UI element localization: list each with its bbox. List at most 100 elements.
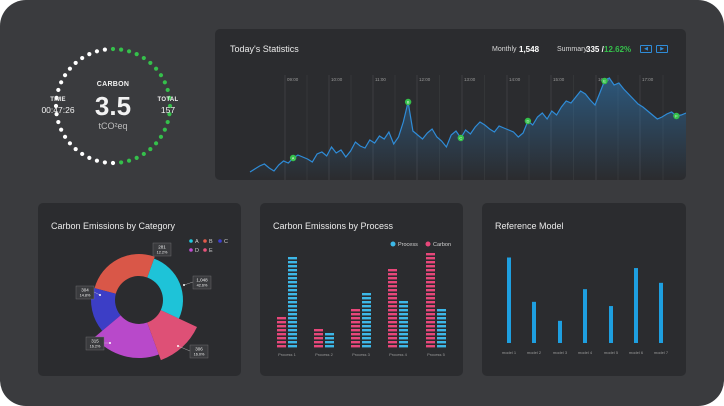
callout-dot: [177, 345, 179, 347]
gauge-dot: [54, 112, 59, 117]
line-marker: [673, 112, 680, 120]
total-value: 157: [160, 105, 176, 115]
legend-dot: [218, 239, 222, 243]
gauge-dot: [56, 119, 61, 125]
process-bar-stripe: [437, 317, 446, 320]
gauge-dot: [158, 134, 164, 139]
process-bar-stripe: [277, 321, 286, 324]
process-bar-stripe: [288, 277, 297, 280]
gauge-dot: [162, 127, 167, 132]
gauge-dot: [126, 49, 132, 54]
process-bar-stripe: [351, 325, 360, 328]
gauge-dot: [102, 160, 107, 165]
legend-dot: [203, 239, 207, 243]
donut-slice: [91, 287, 121, 331]
process-bar-stripe: [426, 289, 435, 292]
callout-percent: 14.8%: [80, 294, 91, 298]
process-bar-stripe: [388, 281, 397, 284]
callout-line: [177, 345, 191, 352]
process-bar-stripe: [399, 305, 408, 308]
process-bar-stripe: [426, 301, 435, 304]
process-bar-stripe: [362, 345, 371, 348]
process-bar-stripe: [426, 269, 435, 272]
process-bar-stripe: [399, 329, 408, 332]
callout-box: [192, 275, 212, 290]
process-bar-stripe: [399, 345, 408, 348]
line-area: [250, 78, 686, 179]
process-bar-stripe: [388, 293, 397, 296]
process-bar-stripe: [399, 321, 408, 324]
process-bar-stripe: [388, 317, 397, 320]
gauge-dot: [141, 151, 146, 157]
process-bar-stripe: [288, 337, 297, 340]
process-bar-stripe: [426, 345, 435, 348]
process-bar-stripe: [277, 333, 286, 336]
process-bar-stripe: [388, 313, 397, 316]
process-bar-stripe: [288, 317, 297, 320]
gauge-dot: [87, 52, 92, 57]
callout-line: [183, 281, 194, 286]
donut-slice: [147, 258, 183, 319]
process-bar-stripe: [388, 269, 397, 272]
process-bar-stripe: [351, 337, 360, 340]
process-bar-stripe: [426, 321, 435, 324]
process-bar-stripe: [388, 285, 397, 288]
line-marker-label: D: [526, 119, 529, 124]
reference-bar: [609, 306, 613, 343]
process-bar-stripe: [388, 289, 397, 292]
summary-label: Summary: [557, 46, 587, 53]
monthly-label: Monthly: [492, 46, 517, 53]
gauge-dot: [73, 146, 78, 152]
process-bar-stripe: [362, 317, 371, 320]
x-tick-label: model 1: [502, 350, 517, 355]
time-value: 00:47:26: [41, 105, 75, 115]
x-tick-label: 14:00: [509, 77, 521, 82]
process-bar-stripe: [388, 273, 397, 276]
x-tick-label: Process 4: [389, 352, 408, 357]
reference-panel: Reference Model model 1 model 2 model 3 mod…: [482, 203, 686, 376]
gauge-dot: [80, 151, 85, 157]
callout-percent: 42.6%: [197, 284, 208, 288]
reference-bar-chart: model 1 model 2 model 3 model 4 model 5 model…: [502, 257, 669, 355]
x-tick-label: model 3: [553, 350, 568, 355]
process-bar-stripe: [388, 305, 397, 308]
carbon-gauge: CARBON 3.5 tCO²eq TIME 00:47:26 TOTAL 15…: [38, 44, 188, 168]
gauge-dots: [53, 46, 173, 166]
process-bar-stripe: [288, 273, 297, 276]
x-tick-label: Process 2: [315, 352, 334, 357]
process-bar-stripe: [288, 329, 297, 332]
legend-dot: [189, 248, 193, 252]
chevron-right-icon[interactable]: ▶: [656, 45, 668, 53]
donut-slice: [94, 315, 159, 358]
process-bar-stripe: [288, 285, 297, 288]
process-bar-stripe: [351, 309, 360, 312]
process-bar-stripe: [288, 261, 297, 264]
gauge-dot: [94, 158, 100, 163]
callout-percent: 16.2%: [90, 345, 101, 349]
reference-bar: [532, 301, 536, 343]
line-marker: [289, 154, 297, 162]
process-bar-stripe: [426, 341, 435, 344]
process-bar-stripe: [351, 333, 360, 336]
gauge-unit: tCO²eq: [98, 121, 128, 131]
statistics-title: Today's Statistics: [230, 44, 299, 54]
gauge-dot: [119, 160, 124, 165]
callout-value: 1,048: [196, 278, 208, 283]
process-bar-stripe: [314, 345, 323, 348]
process-bar-stripe: [426, 285, 435, 288]
process-bar-stripe: [362, 301, 371, 304]
process-bar-stripe: [362, 297, 371, 300]
process-bar-stripe: [426, 333, 435, 336]
chevron-left-icon[interactable]: ◀: [640, 45, 652, 53]
process-bar-stripe: [362, 321, 371, 324]
process-bar-stripe: [437, 345, 446, 348]
process-bar-stripe: [426, 325, 435, 328]
process-bar-stripe: [288, 269, 297, 272]
process-bar-stripe: [426, 293, 435, 296]
gauge-dot: [167, 112, 172, 117]
callout-dot: [183, 284, 185, 286]
process-bar-stripe: [362, 305, 371, 308]
legend-label: Carbon: [433, 242, 451, 248]
category-title: Carbon Emissions by Category: [51, 221, 176, 231]
gauge-dot: [119, 47, 124, 52]
